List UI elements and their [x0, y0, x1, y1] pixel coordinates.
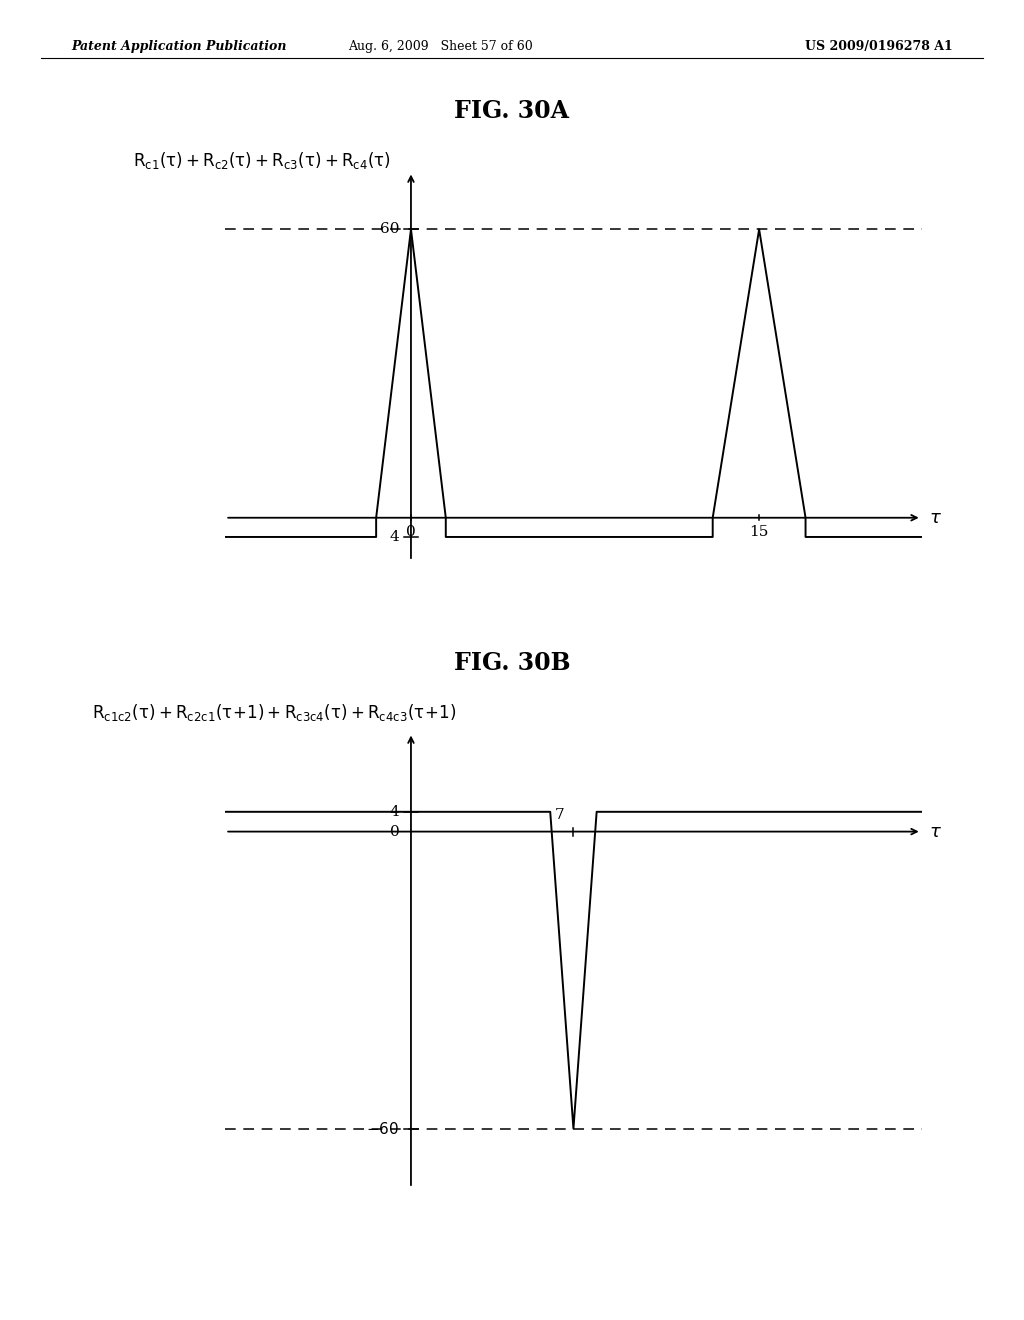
Text: $\tau$: $\tau$ — [929, 822, 941, 841]
Text: 60: 60 — [380, 222, 399, 236]
Text: FIG. 30A: FIG. 30A — [455, 99, 569, 123]
Text: 7: 7 — [555, 808, 564, 821]
Text: 0: 0 — [389, 825, 399, 838]
Text: FIG. 30B: FIG. 30B — [454, 651, 570, 675]
Text: Patent Application Publication: Patent Application Publication — [72, 40, 287, 53]
Text: 15: 15 — [750, 525, 769, 539]
Text: US 2009/0196278 A1: US 2009/0196278 A1 — [805, 40, 952, 53]
Text: $\tau$: $\tau$ — [929, 508, 941, 527]
Text: 4: 4 — [389, 529, 399, 544]
Text: 4: 4 — [389, 805, 399, 818]
Text: $-60$: $-60$ — [367, 1121, 399, 1137]
Text: $\mathrm{R_{c1c2}(\tau)+R_{c2c1}(\tau\!+\!1)+R_{c3c4}(\tau)+R_{c4c3}(\tau\!+\!1): $\mathrm{R_{c1c2}(\tau)+R_{c2c1}(\tau\!+… — [92, 702, 457, 723]
Text: Aug. 6, 2009   Sheet 57 of 60: Aug. 6, 2009 Sheet 57 of 60 — [348, 40, 532, 53]
Text: $\mathrm{R_{c1}(\tau)+R_{c2}(\tau)+R_{c3}(\tau)+R_{c4}(\tau)}$: $\mathrm{R_{c1}(\tau)+R_{c2}(\tau)+R_{c3… — [133, 150, 391, 172]
Text: 0: 0 — [407, 525, 416, 539]
